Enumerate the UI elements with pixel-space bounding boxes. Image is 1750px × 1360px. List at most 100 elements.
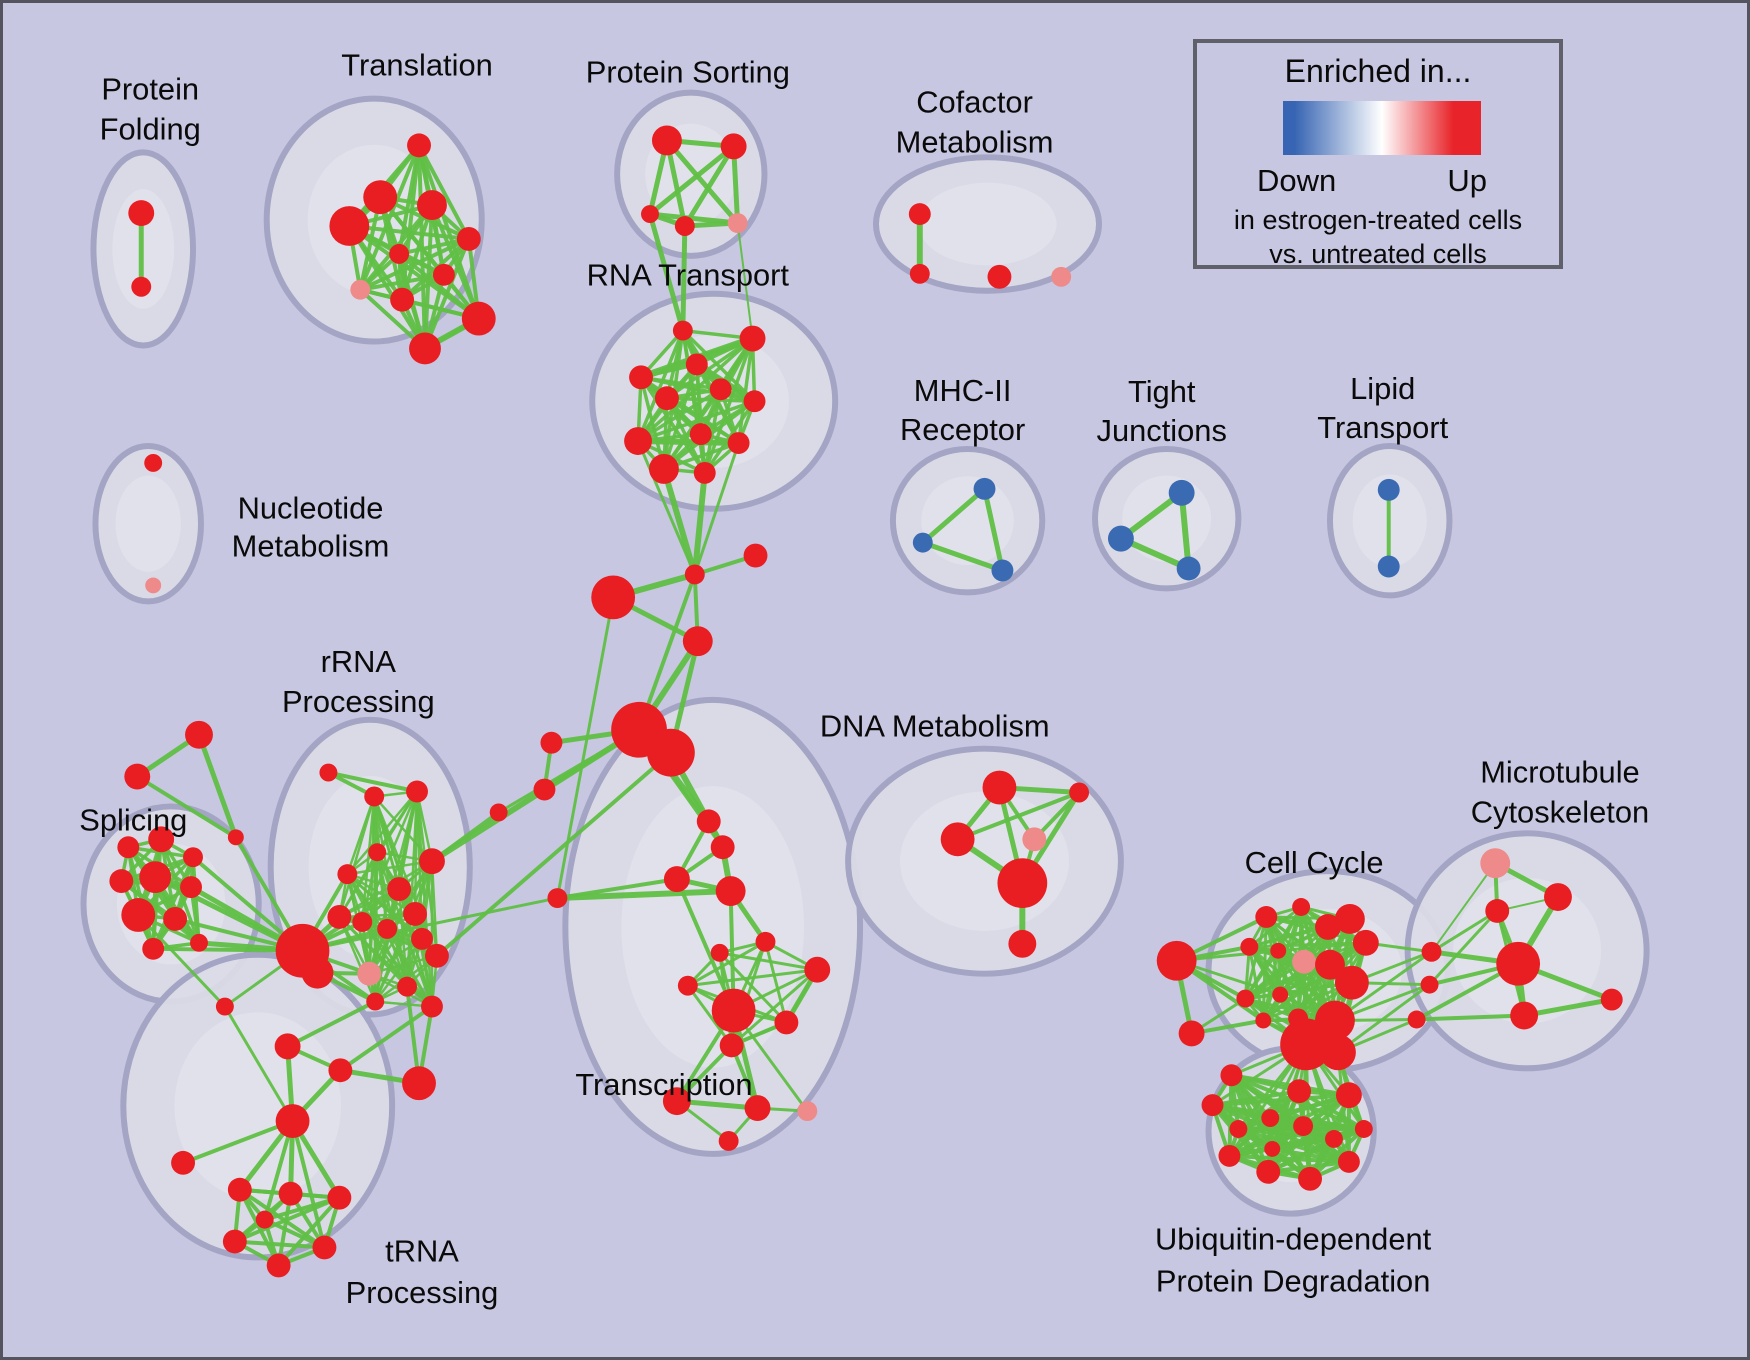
node-tx6 [804, 956, 831, 983]
edge-tr2-tr10 [347, 224, 427, 351]
edge-cy19-mt2 [1430, 909, 1499, 954]
node-tn5 [278, 1181, 303, 1206]
node-cy3 [1292, 898, 1311, 916]
legend-gradient-bar [1283, 101, 1481, 155]
node-mt4 [1510, 1001, 1539, 1030]
edge-rt11-cc1 [691, 469, 708, 578]
edge-cy19-mt0 [1430, 862, 1497, 953]
node-ub12 [1325, 1130, 1343, 1148]
node-tn3 [171, 1150, 196, 1175]
edge-mh0-mh1 [920, 486, 988, 546]
node-mh2 [991, 559, 1014, 582]
node-rr4 [337, 864, 358, 885]
edge-rr10-rr13 [385, 927, 409, 988]
edge-mt4-mt5 [1521, 997, 1615, 1019]
node-rr8 [327, 905, 352, 929]
node-ub13 [1264, 1140, 1281, 1157]
edge-rr11-rr13 [405, 912, 417, 988]
node-sp0 [117, 836, 140, 859]
node-cy14 [1255, 1012, 1272, 1029]
node-fb2 [227, 829, 244, 846]
node-sp7 [163, 906, 188, 931]
node-rr0 [319, 763, 338, 782]
edge-ps0-ps4 [664, 137, 741, 226]
node-mt5 [1600, 988, 1623, 1011]
node-sp4 [139, 861, 172, 894]
node-rt5 [709, 378, 732, 401]
cluster-label-translation-line1: Translation [341, 48, 493, 83]
cluster-label-ubiquitin-degradation-line2: Protein Degradation [1156, 1263, 1430, 1298]
node-tr3 [417, 190, 447, 221]
edge-tn4-tn8 [237, 1187, 327, 1250]
edge-cy10-cy12 [1243, 963, 1332, 1001]
node-tn1 [328, 1058, 353, 1083]
edge-rr2-rr9 [361, 790, 419, 924]
node-sp8 [142, 937, 165, 960]
edge-ub12-ub13 [1270, 1136, 1336, 1151]
edge-sp3-sp9 [119, 879, 201, 945]
node-tj0 [1168, 479, 1195, 506]
node-dm2 [940, 822, 975, 857]
node-cy13 [1272, 986, 1289, 1003]
node-ub10 [1261, 1109, 1280, 1128]
node-rt0 [672, 320, 693, 341]
node-tx7 [677, 975, 698, 996]
node-ub6 [1337, 1150, 1360, 1173]
node-ub8 [1335, 1082, 1362, 1109]
node-sp6 [121, 898, 156, 932]
node-tr8 [390, 287, 415, 312]
edge-sp4-hb0 [152, 874, 306, 954]
node-ps0 [651, 125, 682, 156]
node-ps2 [641, 205, 659, 224]
node-cy5 [1334, 904, 1365, 934]
edge-ub5-ub10 [1268, 1116, 1313, 1181]
cluster-label-cell-cycle-line1: Cell Cycle [1245, 845, 1384, 880]
edge-sp10-sp6 [136, 913, 227, 1009]
node-ub11 [1293, 1116, 1314, 1136]
node-dm3 [1022, 827, 1047, 852]
cluster-label-microtubule-cytoskeleton-line2: Cytoskeleton [1471, 794, 1649, 829]
node-fb0 [185, 720, 213, 749]
edge-cc0-rm0 [555, 595, 615, 900]
edge-fb0-fb2 [196, 732, 239, 840]
node-rm0 [547, 888, 568, 908]
cluster-ellipse-inner-mhc-ii-receptor [921, 476, 1014, 566]
legend-caption-line2: vs. untreated cells [1269, 239, 1487, 269]
node-cy9 [1292, 949, 1317, 974]
node-lt0 [1377, 478, 1400, 501]
node-cm1 [909, 263, 930, 284]
edge-tn6-tn7 [232, 1195, 342, 1244]
cluster-label-tight-junctions-line2: Junctions [1097, 413, 1227, 448]
edge-rt1-rt9 [736, 336, 755, 445]
node-dm5 [1008, 929, 1037, 958]
edge-rr8-rr11 [338, 912, 417, 919]
node-dm4 [997, 858, 1048, 908]
edge-rr0-rr2 [326, 770, 420, 794]
cluster-label-trna-processing-line1: tRNA [385, 1233, 459, 1268]
edge-rm0-tx3 [554, 888, 734, 902]
cluster-label-rna-transport-line1: RNA Transport [587, 258, 790, 293]
edge-rt8-rt9 [635, 438, 742, 447]
edge-rt6-rt8 [636, 399, 757, 443]
node-tr5 [389, 243, 410, 264]
edge-cy6-cy8 [1276, 941, 1368, 953]
cluster-label-mhc-ii-receptor-line1: MHC-II [914, 373, 1012, 408]
node-ub9 [1287, 1079, 1312, 1104]
edge-rt0-rt8 [636, 328, 685, 443]
node-rt8 [624, 427, 652, 455]
cluster-label-protein-folding-line1: Protein [101, 72, 199, 107]
edge-tn4-tn9 [237, 1187, 281, 1268]
node-cm2 [987, 264, 1012, 289]
edge-tn0-tn10 [262, 1119, 295, 1222]
edge-ps1-ps3 [682, 143, 737, 229]
node-rr11 [403, 902, 427, 926]
edge-ps4-rt1 [736, 222, 754, 340]
node-cy17 [1280, 1018, 1332, 1071]
edge-tn1-rr16 [338, 1004, 434, 1073]
edge-cy18-ub6 [1336, 1050, 1351, 1164]
edge-tr3-tr9 [429, 203, 481, 321]
node-tn6 [327, 1185, 352, 1210]
node-tr9 [461, 301, 496, 336]
edge-tr6-tr7 [358, 272, 446, 292]
